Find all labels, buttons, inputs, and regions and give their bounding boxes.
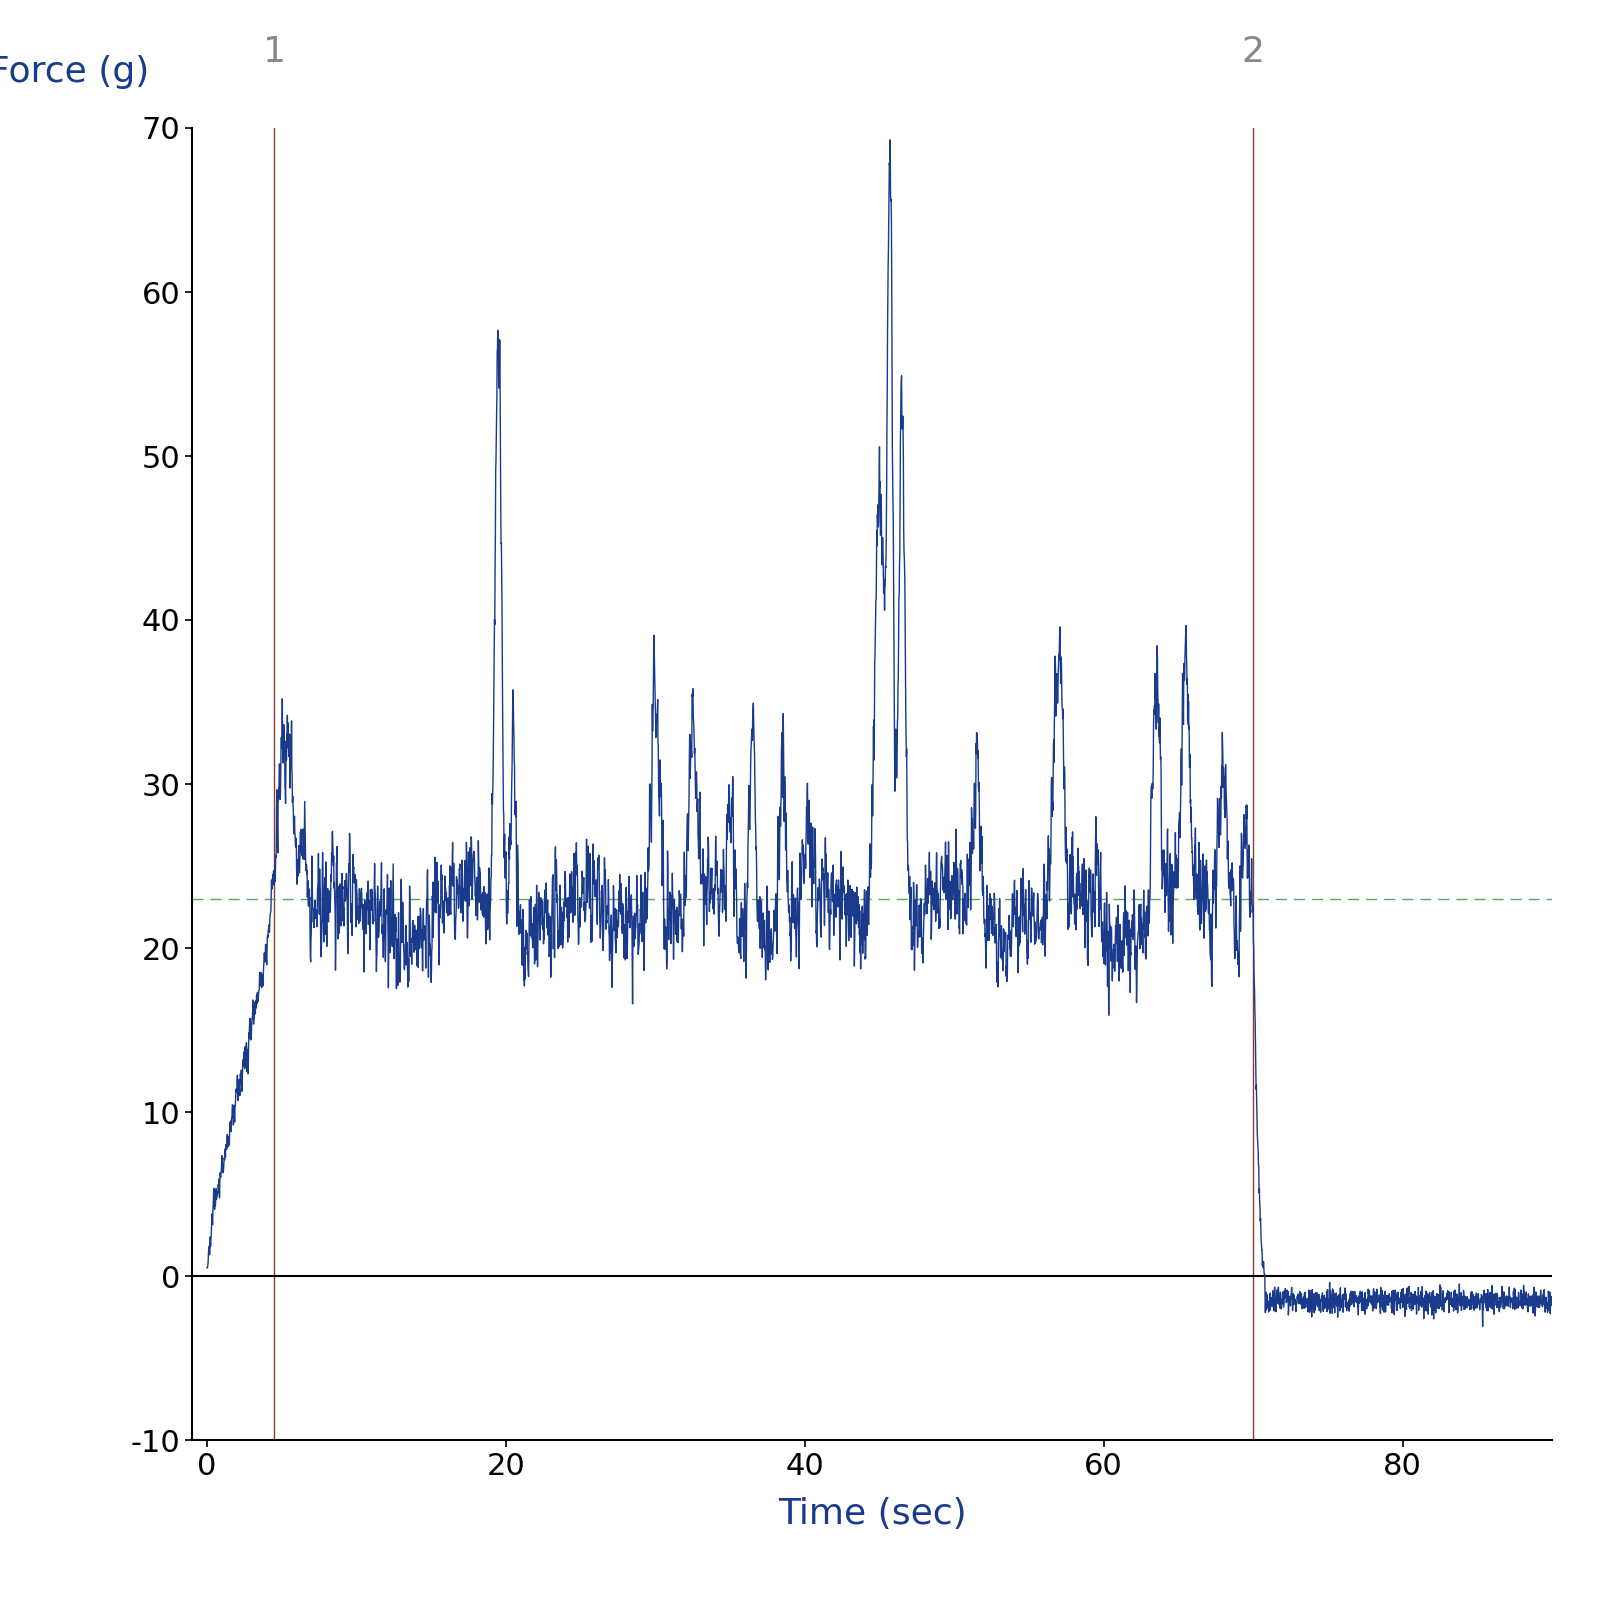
- Y-axis label: Force (g): Force (g): [0, 54, 150, 88]
- X-axis label: Time (sec): Time (sec): [778, 1498, 966, 1531]
- Text: 2: 2: [1242, 35, 1264, 69]
- Text: 1: 1: [262, 35, 286, 69]
